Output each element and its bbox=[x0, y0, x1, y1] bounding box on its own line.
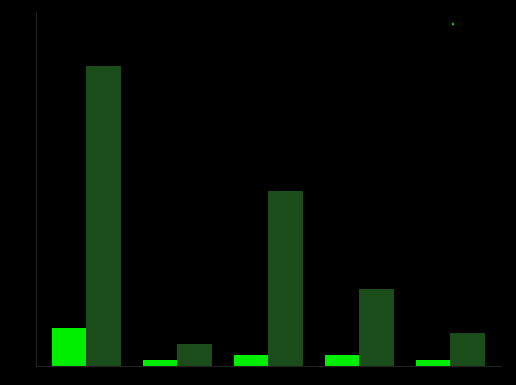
Bar bbox=[416, 360, 450, 366]
Legend: 2019, 2020: 2019, 2020 bbox=[451, 23, 463, 25]
Bar bbox=[359, 290, 394, 366]
Bar bbox=[450, 333, 485, 366]
Bar bbox=[268, 191, 303, 366]
Bar bbox=[52, 328, 86, 366]
Bar bbox=[325, 355, 359, 366]
Bar bbox=[142, 360, 178, 366]
Bar bbox=[86, 66, 121, 366]
Bar bbox=[234, 355, 268, 366]
Bar bbox=[178, 344, 212, 366]
